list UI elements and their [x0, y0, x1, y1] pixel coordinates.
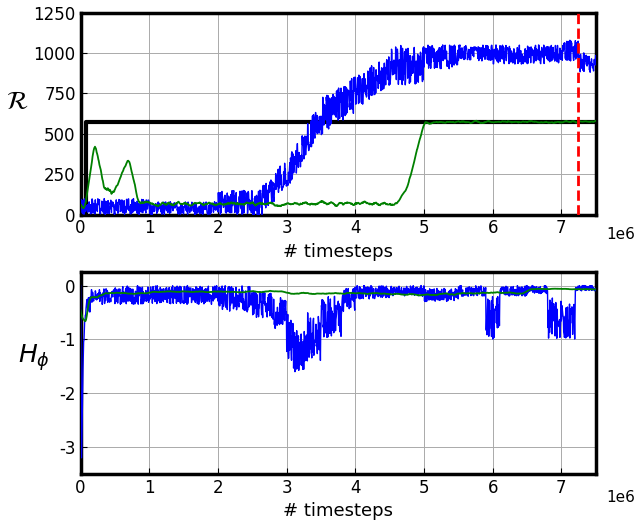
- Text: 1e6: 1e6: [606, 227, 635, 241]
- Y-axis label: $\mathcal{R}$: $\mathcal{R}$: [6, 89, 28, 114]
- X-axis label: # timesteps: # timesteps: [283, 502, 393, 520]
- X-axis label: # timesteps: # timesteps: [283, 243, 393, 261]
- Y-axis label: $H_{\phi}$: $H_{\phi}$: [19, 342, 50, 373]
- Text: 1e6: 1e6: [606, 490, 635, 505]
